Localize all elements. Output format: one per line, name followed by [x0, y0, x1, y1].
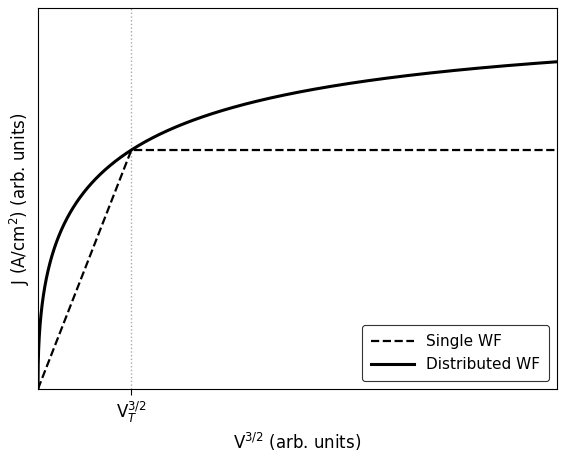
Single WF: [346, 147, 353, 153]
Line: Single WF: Single WF: [38, 150, 557, 389]
Distributed WF: [421, 71, 428, 77]
Distributed WF: [372, 77, 379, 83]
Distributed WF: [553, 59, 560, 65]
Single WF: [129, 147, 136, 153]
Single WF: [421, 147, 428, 153]
Distributed WF: [233, 104, 240, 109]
Distributed WF: [129, 147, 136, 152]
Single WF: [34, 386, 41, 392]
Distributed WF: [34, 386, 41, 392]
Single WF: [233, 147, 240, 153]
Single WF: [128, 147, 135, 153]
Single WF: [553, 147, 560, 153]
Single WF: [461, 147, 468, 153]
Distributed WF: [461, 67, 468, 72]
Distributed WF: [346, 81, 353, 86]
Legend: Single WF, Distributed WF: Single WF, Distributed WF: [362, 325, 549, 381]
Line: Distributed WF: Distributed WF: [38, 62, 557, 389]
Y-axis label: J (A/cm$^{2}$) (arb. units): J (A/cm$^{2}$) (arb. units): [8, 112, 32, 285]
Single WF: [372, 147, 379, 153]
X-axis label: V$^{3/2}$ (arb. units): V$^{3/2}$ (arb. units): [233, 431, 362, 453]
